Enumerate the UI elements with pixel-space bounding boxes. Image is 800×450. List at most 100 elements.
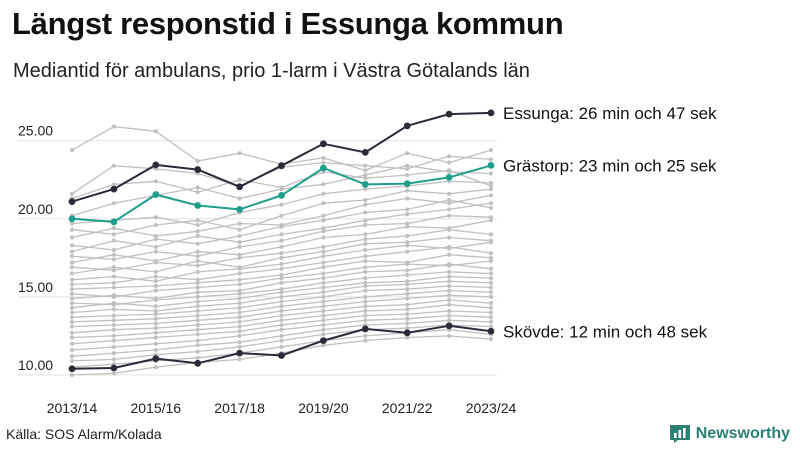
other-series-point: [69, 191, 75, 196]
other-series-point: [447, 313, 452, 318]
other-series-point: [321, 160, 326, 165]
other-series-point: [153, 260, 158, 265]
other-series-point: [111, 252, 116, 257]
other-series-point: [488, 285, 494, 290]
other-series-point: [321, 254, 326, 259]
other-series-point: [405, 240, 410, 245]
other-series-point: [237, 340, 242, 345]
other-series-point: [237, 221, 242, 226]
other-series-point: [363, 172, 368, 178]
y-tick-label: 10.00: [18, 357, 53, 373]
highlight-series-3-point: [278, 352, 285, 359]
other-series-point: [405, 272, 410, 278]
other-series-point: [488, 324, 494, 329]
other-series-point: [279, 255, 284, 260]
other-series-point: [279, 313, 284, 318]
other-series-point: [363, 241, 368, 246]
other-series-point: [447, 213, 452, 218]
other-series-point: [69, 260, 75, 265]
highlight-series-2-point: [361, 181, 369, 188]
other-series-point: [69, 235, 75, 240]
other-series-point: [405, 326, 410, 331]
series-label: Essunga: 26 min och 47 sek: [503, 104, 717, 123]
highlight-series-1-point: [194, 166, 202, 173]
other-series-point: [153, 316, 158, 321]
other-series-point: [111, 232, 116, 237]
highlight-series-2-point: [320, 164, 327, 172]
brand-logo: Newsworthy: [669, 424, 790, 444]
other-series-point: [69, 282, 75, 287]
other-series-point: [447, 227, 452, 232]
other-series-point: [237, 196, 242, 201]
other-series-point: [363, 313, 368, 318]
other-series-point: [195, 277, 200, 282]
other-series-point: [153, 279, 158, 284]
highlight-series-3-point: [152, 355, 160, 362]
other-series-point: [237, 288, 242, 293]
other-series-point: [279, 299, 284, 304]
other-series-point: [321, 280, 326, 285]
other-series-point: [69, 249, 75, 254]
other-series-point: [488, 319, 494, 324]
other-series-point: [363, 197, 368, 203]
other-series-point: [237, 333, 242, 339]
other-series-point: [279, 338, 284, 343]
other-series-point: [279, 304, 284, 309]
other-series-point: [237, 266, 242, 271]
other-series-point: [237, 301, 242, 306]
x-tick-label: 2019/20: [298, 400, 349, 416]
other-series-point: [321, 201, 326, 206]
other-series-point: [363, 222, 368, 228]
other-series-point: [69, 271, 75, 276]
other-series-point: [69, 310, 75, 315]
other-series-point: [195, 318, 200, 323]
other-series-point: [279, 322, 284, 328]
other-series-point: [321, 213, 326, 218]
highlight-series-1-point: [445, 110, 453, 118]
y-tick-label: 25.00: [18, 123, 53, 139]
other-series-point: [488, 171, 494, 176]
brand-name: Newsworthy: [695, 425, 790, 442]
highlight-series-2-point: [487, 161, 495, 169]
other-series-point: [488, 305, 494, 310]
highlight-series-1-point: [487, 109, 495, 117]
other-series-point: [321, 294, 326, 299]
other-series-point: [153, 330, 158, 335]
other-series-point: [111, 274, 116, 279]
other-series-point: [405, 321, 410, 326]
other-series-point: [69, 221, 75, 226]
other-series-point: [195, 218, 200, 223]
other-series-point: [405, 296, 410, 301]
other-series-point: [237, 329, 242, 334]
other-series-point: [363, 269, 368, 274]
other-series-point: [447, 308, 452, 314]
highlight-series-3-point: [320, 337, 327, 345]
other-series-point: [321, 322, 326, 328]
other-series-point: [237, 315, 242, 320]
other-series-point: [447, 252, 452, 257]
other-series-point: [279, 276, 284, 281]
other-series-point: [279, 333, 284, 339]
other-series-point: [363, 254, 368, 259]
other-series-point: [321, 327, 326, 332]
other-series-point: [447, 244, 452, 250]
other-series-point: [279, 344, 284, 349]
other-series-point: [111, 257, 116, 262]
other-series-point: [363, 232, 368, 237]
other-series-point: [237, 296, 242, 301]
other-series-point: [363, 265, 368, 270]
other-series-point: [363, 247, 368, 253]
other-series-point: [69, 347, 75, 353]
other-series-point: [195, 327, 200, 332]
other-series-point: [195, 263, 200, 268]
other-series-point: [405, 188, 410, 193]
other-series-point: [69, 254, 75, 259]
other-series-point: [195, 332, 200, 337]
other-series-point: [321, 191, 326, 196]
other-series-point: [195, 338, 200, 343]
other-series-point: [405, 311, 410, 317]
other-series-point: [237, 233, 242, 239]
other-series-point: [405, 212, 410, 217]
other-series-point: [405, 261, 410, 267]
other-series-point: [321, 285, 326, 290]
